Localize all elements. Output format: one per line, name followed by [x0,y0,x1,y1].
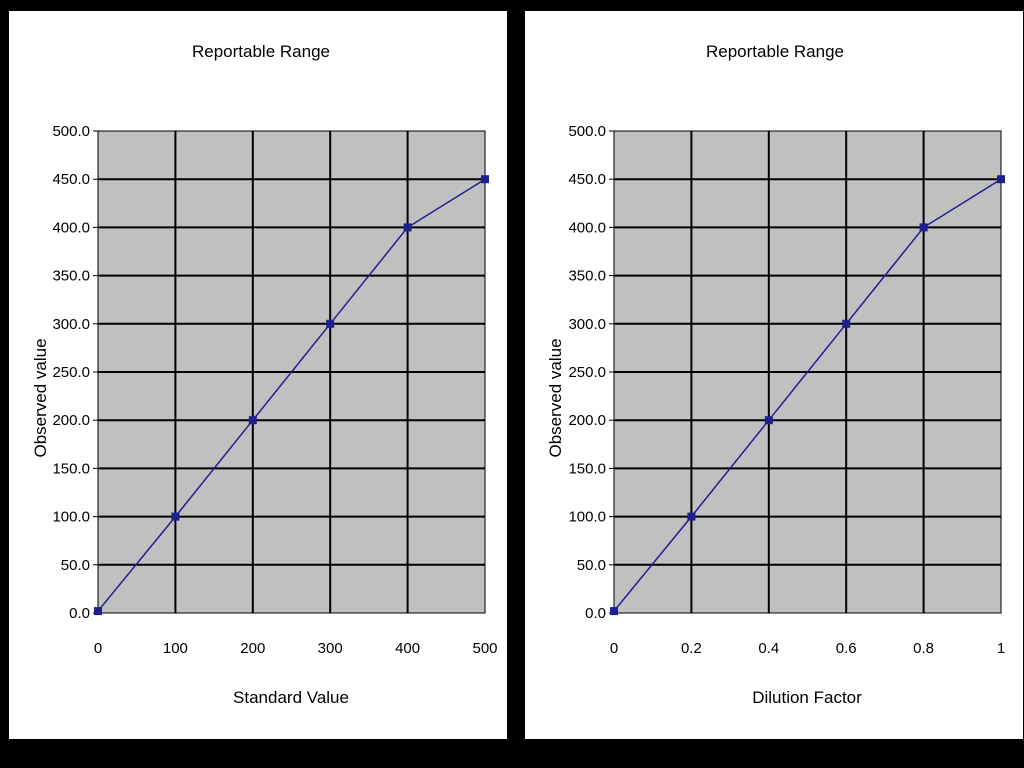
x-axis-label: Dilution Factor [752,688,862,707]
y-tick-label: 250.0 [52,364,90,381]
y-axis-label: Observed value [31,338,50,457]
data-points [610,175,1005,616]
data-point [687,512,696,521]
y-tick-labels: 0.0 50.0 100.0 150.0 200.0 250.0 300.0 350.0 400… [568,123,606,622]
y-tick-label: 100.0 [52,509,90,526]
x-tick-label: 0 [94,640,102,657]
x-tick-labels: 0 100 200 300 400 500 [94,640,498,657]
x-axis-label: Standard Value [233,688,349,707]
y-tick-labels: 0.0 50.0 100.0 150.0 200.0 250.0 300.0 350.0 400… [52,123,90,622]
x-tick-label: 500 [472,640,497,657]
chart-title: Reportable Range [706,42,844,61]
y-tick-label: 50.0 [61,557,90,574]
chart-panel-standard: Reportable Range 0.0 50.0 100.0 150.0 200.0 2… [8,10,508,740]
data-point [610,607,618,616]
chart-standard-value: Reportable Range 0.0 50.0 100.0 150.0 200.0 2… [31,42,498,707]
x-tick-label: 200 [240,640,265,657]
y-tick-label: 300.0 [568,316,606,333]
x-tick-label: 300 [318,640,343,657]
y-tick-label: 250.0 [568,364,606,381]
x-tick-labels: 0 0.2 0.4 0.6 0.8 1 [610,640,1005,657]
y-tick-label: 450.0 [568,171,606,188]
x-tick-label: 0.4 [758,640,779,657]
series-line [97,178,486,612]
y-tick-label: 200.0 [568,412,606,429]
y-tick-label: 150.0 [52,460,90,477]
y-tick-label: 50.0 [577,557,606,574]
x-tick-label: 0.8 [913,640,934,657]
data-point [997,175,1005,184]
y-tick-label: 300.0 [52,316,90,333]
y-tick-label: 400.0 [568,219,606,236]
data-point [171,512,180,521]
data-point [326,319,335,328]
x-tick-label: 100 [163,640,188,657]
y-tick-label: 350.0 [52,268,90,285]
y-tick-label: 500.0 [52,123,90,140]
y-axis-label: Observed value [546,338,565,457]
gridlines [609,130,1001,614]
y-tick-label: 200.0 [52,412,90,429]
data-point [919,223,928,232]
data-points [94,175,489,616]
chart-dilution-factor: Reportable Range 0.0 50.0 100.0 150.0 200.0 2… [546,42,1005,707]
chart-title: Reportable Range [192,42,330,61]
y-tick-label: 150.0 [568,460,606,477]
x-tick-label: 1 [997,640,1005,657]
y-tick-label: 0.0 [69,605,90,622]
y-tick-label: 450.0 [52,171,90,188]
x-tick-label: 0 [610,640,618,657]
y-tick-label: 100.0 [568,509,606,526]
data-point [481,175,489,184]
y-tick-label: 500.0 [568,123,606,140]
data-point [842,319,851,328]
data-point [248,416,257,425]
chart-panel-dilution: Reportable Range 0.0 50.0 100.0 150.0 200.0 2… [524,10,1024,740]
data-point [94,607,102,616]
y-tick-label: 0.0 [585,605,606,622]
y-tick-label: 350.0 [568,268,606,285]
x-tick-label: 0.6 [836,640,857,657]
data-point [403,223,412,232]
series-line [613,178,1002,612]
data-point [764,416,773,425]
y-tick-label: 400.0 [52,219,90,236]
x-tick-label: 400 [395,640,420,657]
x-tick-label: 0.2 [681,640,702,657]
